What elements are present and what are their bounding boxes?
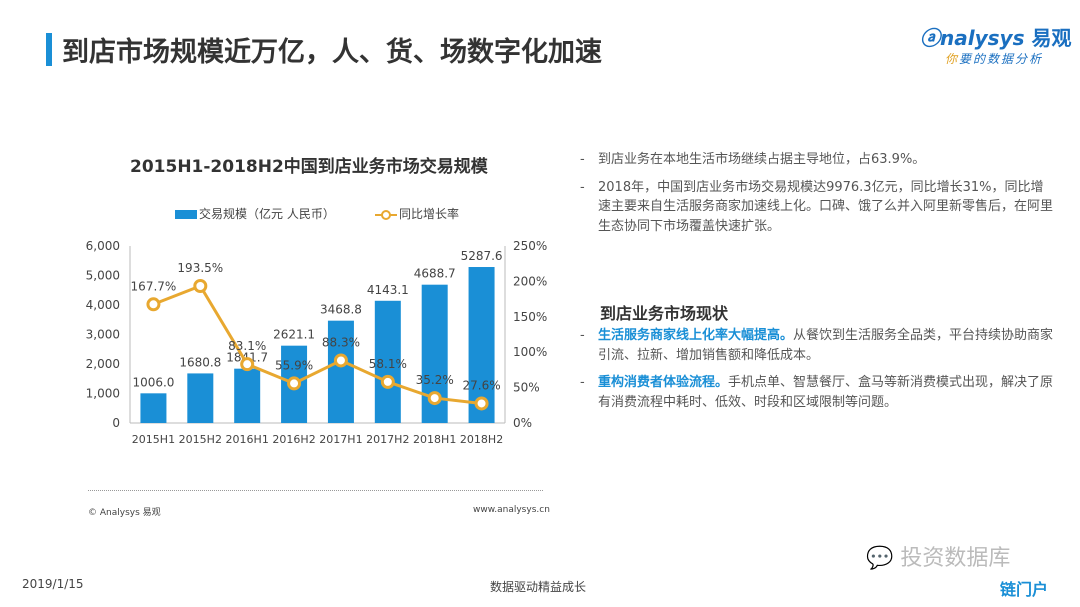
y-right-tick-label: 200% [513,274,547,288]
y-right-tick-label: 50% [513,381,540,395]
growth-point [146,297,161,312]
tagline-rest: 要的数据分析 [959,52,1044,66]
growth-point [333,353,348,368]
bar [234,368,261,423]
growth-point [240,357,255,372]
y-right-tick-label: 0% [513,416,532,430]
growth-point [427,391,442,406]
bar-value-label: 4143.1 [367,283,409,297]
bar [327,320,354,423]
wechat-watermark: 💬 投资数据库 [866,540,1010,572]
y-left-tick-label: 6,000 [86,239,120,253]
summary-bullets: 到店业务在本地生活市场继续占据主导地位，占63.9%。 2018年，中国到店业务… [576,150,1056,244]
chart-divider [88,490,543,491]
growth-point [287,376,302,391]
y-left-tick-label: 0 [112,416,120,430]
chart-source: © Analysys 易观 [88,508,161,518]
x-tick-label: 2015H1 [132,433,175,446]
x-tick-label: 2016H2 [272,433,315,446]
growth-value-label: 55.9% [275,358,313,372]
x-tick-label: 2017H1 [319,433,362,446]
growth-value-label: 88.3% [322,335,360,349]
status-item: 重构消费者体验流程。手机点单、智慧餐厅、盒马等新消费模式出现，解决了原有消费流程… [576,373,1056,412]
status-bullets: 生活服务商家线上化率大幅提高。从餐饮到生活服务全品类，平台持续协助商家引流、拉新… [576,326,1056,420]
y-right-tick-label: 100% [513,345,547,359]
y-left-tick-label: 2,000 [86,357,120,371]
growth-value-label: 83.1% [228,339,266,353]
growth-point [380,374,395,389]
page-title: 到店市场规模近万亿，人、货、场数字化加速 [62,37,602,68]
legend-line-label: 同比增长率 [399,207,460,221]
y-left-tick-label: 4,000 [86,298,120,312]
bar-value-label: 3468.8 [320,303,362,317]
growth-value-label: 35.2% [416,373,454,387]
y-left-tick-label: 5,000 [86,269,120,283]
bar-value-label: 1680.8 [179,355,221,369]
bullet-item: 到店业务在本地生活市场继续占据主导地位，占63.9%。 [576,150,1056,170]
growth-value-label: 58.1% [369,357,407,371]
y-left-tick-label: 3,000 [86,328,120,342]
status-text: 手机点单、智慧餐厅、盒马等新消费模式出现，解决了原有消费流程中耗时、低效、时段和… [598,375,1054,410]
growth-point [193,279,208,294]
chart-url: www.analysys.cn [473,505,550,515]
y-right-tick-label: 250% [513,239,547,253]
status-heading: 到店业务市场现状 [600,304,729,323]
bar-value-label: 1006.0 [132,375,174,389]
bar-value-label: 5287.6 [461,249,503,263]
bar-value-label: 4688.7 [414,267,456,281]
status-item: 生活服务商家线上化率大幅提高。从餐饮到生活服务全品类，平台持续协助商家引流、拉新… [576,326,1056,365]
wechat-icon: 💬 [866,546,894,571]
logo-cn: 易观 [1031,26,1072,50]
title-accent-bar [46,33,52,66]
growth-value-label: 193.5% [177,261,223,275]
watermark-text: 投资数据库 [900,546,1011,571]
bar [187,373,214,423]
chart-title: 2015H1-2018H2中国到店业务市场交易规模 [130,157,488,177]
x-tick-label: 2015H2 [179,433,222,446]
growth-point [474,396,489,411]
growth-value-label: 27.6% [463,378,501,392]
bar [374,300,401,423]
legend-line-swatch [375,209,397,220]
logo-text: nalysys [940,26,1025,50]
growth-line [152,284,482,405]
status-highlight: 生活服务商家线上化率大幅提高。 [598,328,794,343]
x-tick-label: 2018H2 [460,433,503,446]
bar-value-label: 2621.1 [273,328,315,342]
x-tick-label: 2018H1 [413,433,456,446]
status-text: 从餐饮到生活服务全品类，平台持续协助商家引流、拉新、增加销售额和降低成本。 [598,328,1054,363]
legend-bar-label: 交易规模（亿元 人民币） [199,207,335,221]
y-left-tick-label: 1,000 [86,387,120,401]
legend-bar: 交易规模（亿元 人民币） [175,205,335,222]
site-watermark: 链门户 [1000,580,1049,599]
y-right-tick-label: 150% [513,310,547,324]
tagline-first: 你 [945,52,960,66]
x-tick-label: 2017H2 [366,433,409,446]
footer-slogan: 数据驱动精益成长 [490,580,587,594]
legend-line: 同比增长率 [375,205,459,222]
tagline: 你要的数据分析 [945,50,1043,67]
bullet-item: 2018年，中国到店业务市场交易规模达9976.3亿元，同比增长31%，同比增速… [576,178,1056,237]
bar [140,393,167,423]
x-tick-label: 2016H1 [226,433,269,446]
growth-value-label: 167.7% [131,279,177,293]
footer-date: 2019/1/15 [22,577,84,591]
analysys-logo: ⓐnalysys 易观 [920,26,1072,50]
status-highlight: 重构消费者体验流程。 [598,375,729,390]
legend-bar-swatch [175,210,197,219]
